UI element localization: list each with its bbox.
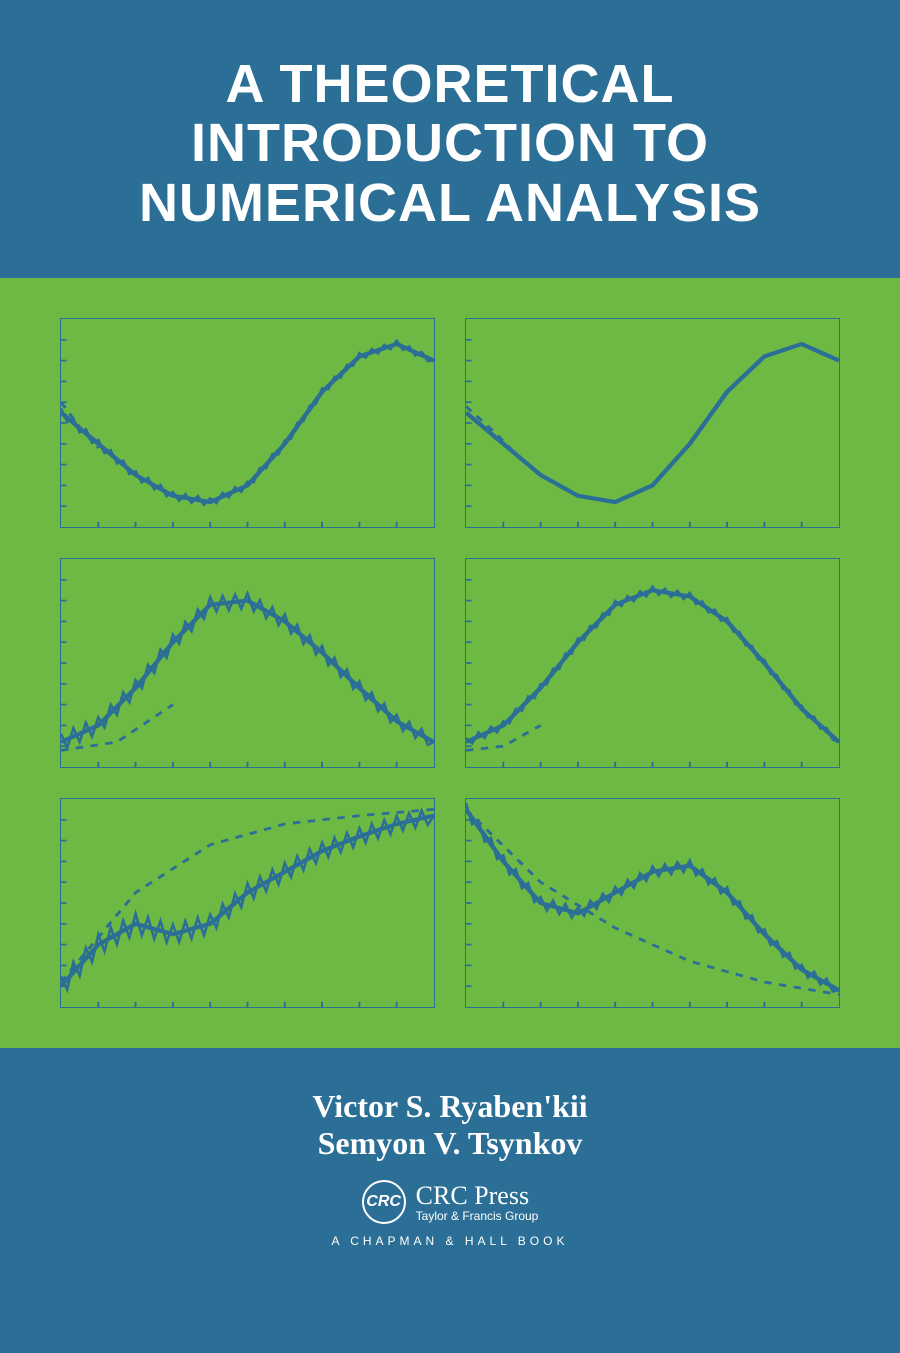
chart-panel-0 [60,318,435,528]
chart-panel-3 [465,558,840,768]
chart-decay-bump [466,799,839,1007]
crc-abbrev: CRC [366,1193,401,1211]
title-line-2: INTRODUCTION TO [40,114,860,173]
chart-grid [0,278,900,1048]
chart-panel-5 [465,798,840,1008]
chart-multi-noisy [61,799,434,1007]
author-1: Victor S. Ryaben'kii [312,1088,587,1125]
publisher-logo: CRC CRC Press Taylor & Francis Group [362,1180,539,1224]
authors-block: Victor S. Ryaben'kii Semyon V. Tsynkov C… [0,1048,900,1353]
chart-bump-smooth [466,559,839,767]
publisher-text: CRC Press Taylor & Francis Group [416,1182,539,1222]
chart-panel-4 [60,798,435,1008]
chart-sine-approx-1 [61,319,434,527]
tf-group-label: Taylor & Francis Group [416,1210,539,1223]
chart-sine-approx-2 [466,319,839,527]
title-block: A THEORETICAL INTRODUCTION TO NUMERICAL … [0,0,900,278]
title-line-3: NUMERICAL ANALYSIS [40,174,860,233]
chart-panel-2 [60,558,435,768]
chart-bump-noisy [61,559,434,767]
author-2: Semyon V. Tsynkov [318,1125,583,1162]
crc-circle-icon: CRC [362,1180,406,1224]
imprint-line: A CHAPMAN & HALL BOOK [332,1234,569,1248]
chart-panel-1 [465,318,840,528]
crc-press-label: CRC Press [416,1182,529,1209]
title-line-1: A THEORETICAL [40,55,860,114]
